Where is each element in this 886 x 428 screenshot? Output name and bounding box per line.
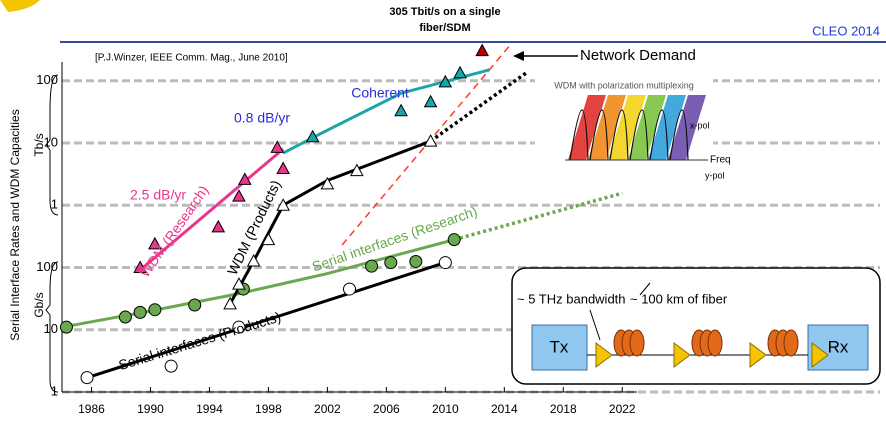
data-point xyxy=(248,255,260,266)
inset-label: Freq xyxy=(710,155,731,166)
link-diagram: Tx Rx ~ 5 THz bandwidth ~ 100 km of fibe… xyxy=(512,268,880,384)
x-tick-label: 1990 xyxy=(137,402,164,416)
data-point xyxy=(212,221,224,232)
logo xyxy=(0,0,40,12)
y-tick-label: 10 xyxy=(44,321,58,336)
slide: 305 Tbit/s on a single fiber/SDM CLEO 20… xyxy=(0,0,886,428)
data-point xyxy=(410,255,422,267)
data-point xyxy=(395,105,407,116)
data-point xyxy=(149,304,161,316)
y-unit: Gb/s xyxy=(32,292,46,317)
data-point xyxy=(224,298,236,309)
x-tick-label: 2014 xyxy=(491,402,518,416)
x-tick-label: 1994 xyxy=(196,402,223,416)
slide-title: fiber/SDM xyxy=(419,22,470,34)
conference: CLEO 2014 xyxy=(812,23,880,38)
inset-title: WDM with polarization multiplexing xyxy=(554,80,694,90)
inset-label: x-pol xyxy=(690,120,710,130)
data-point xyxy=(448,234,460,246)
tx-label: Tx xyxy=(550,337,569,356)
diagram-label: ~ 100 km of fiber xyxy=(630,291,728,306)
data-point xyxy=(454,67,466,78)
data-point xyxy=(119,311,131,323)
data-point xyxy=(366,260,378,272)
x-tick-label: 2006 xyxy=(373,402,400,416)
fiber-spool xyxy=(630,330,644,356)
data-point xyxy=(60,321,72,333)
annotation: Network Demand xyxy=(580,47,696,64)
y-tick-label: 100 xyxy=(36,72,58,87)
series-label: 2.5 dB/yr xyxy=(130,187,186,203)
fiber-spool xyxy=(784,330,798,356)
x-tick-label: 2018 xyxy=(550,402,577,416)
inset-label: y-pol xyxy=(705,170,725,180)
series-label: 0.8 dB/yr xyxy=(234,110,290,126)
data-point xyxy=(165,360,177,372)
data-point xyxy=(81,372,93,384)
trend-line xyxy=(454,193,622,239)
y-tick-label: 1 xyxy=(51,197,58,212)
data-point xyxy=(189,299,201,311)
rx-label: Rx xyxy=(828,337,849,356)
x-tick-label: 2002 xyxy=(314,402,341,416)
arrowhead xyxy=(513,51,524,61)
data-point xyxy=(425,96,437,107)
data-point xyxy=(344,283,356,295)
inset: WDM with polarization multiplexing x-pol… xyxy=(535,78,731,186)
data-point xyxy=(425,135,437,146)
y-tick-label: 100 xyxy=(36,259,58,274)
y-axis-title: Serial Interface Rates and WDM Capacitie… xyxy=(8,109,22,340)
diagram-label: ~ 5 THz bandwidth xyxy=(517,291,626,306)
x-tick-label: 1986 xyxy=(78,402,105,416)
series-label: Coherent xyxy=(351,85,409,101)
record-point xyxy=(476,45,488,56)
fiber-spool xyxy=(708,330,722,356)
data-point xyxy=(439,257,451,269)
citation: [P.J.Winzer, IEEE Comm. Mag., June 2010] xyxy=(95,53,288,64)
x-tick-label: 2022 xyxy=(609,402,636,416)
x-tick-label: 2010 xyxy=(432,402,459,416)
x-tick-label: 1998 xyxy=(255,402,282,416)
data-point xyxy=(277,162,289,173)
data-point xyxy=(134,306,146,318)
slide-title: 305 Tbit/s on a single xyxy=(389,6,500,18)
data-point xyxy=(385,257,397,269)
y-tick-label: 10 xyxy=(44,134,58,149)
y-tick-label: 1 xyxy=(51,383,58,398)
